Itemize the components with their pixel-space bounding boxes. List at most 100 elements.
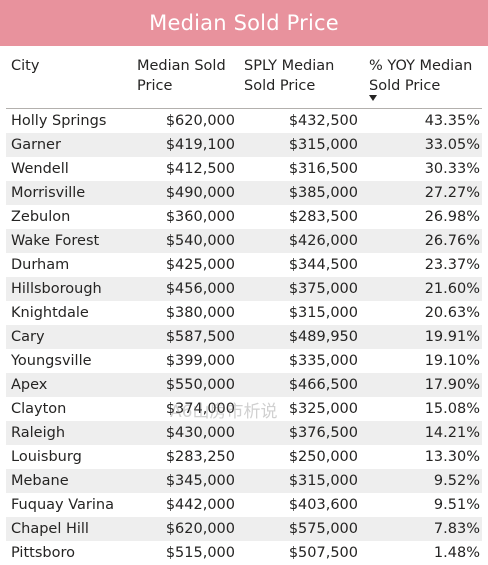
median-sold-price-cell: $360,000 — [165, 209, 235, 225]
yoy-median-sold-price-cell: 15.08% — [424, 401, 480, 417]
sply-median-sold-price-cell: $316,500 — [288, 161, 358, 177]
median-sold-price-cell: $456,000 — [165, 281, 235, 297]
table-row[interactable]: Clayton $374,000 $325,000 15.08% — [6, 397, 482, 421]
table-row[interactable]: Mebane $345,000 $315,000 9.52% — [6, 469, 482, 493]
table-row[interactable]: Fuquay Varina $442,000 $403,600 9.51% — [6, 493, 482, 517]
yoy-median-sold-price-cell: 26.98% — [424, 209, 480, 225]
table-row[interactable]: Louisburg $283,250 $250,000 13.30% — [6, 445, 482, 469]
yoy-median-sold-price-cell: 9.51% — [433, 497, 480, 513]
sply-median-sold-price-cell: $432,500 — [288, 113, 358, 129]
median-sold-price-cell: $620,000 — [165, 521, 235, 537]
median-sold-price-cell: $540,000 — [165, 233, 235, 249]
city-cell: Clayton — [11, 401, 67, 417]
yoy-median-sold-price-cell: 23.37% — [424, 257, 480, 273]
median-sold-price-cell: $419,100 — [165, 137, 235, 153]
table-row[interactable]: Wake Forest $540,000 $426,000 26.76% — [6, 229, 482, 253]
table-row[interactable]: Durham $425,000 $344,500 23.37% — [6, 253, 482, 277]
median-sold-price-cell: $587,500 — [165, 329, 235, 345]
sply-median-sold-price-cell: $344,500 — [288, 257, 358, 273]
table-row[interactable]: Holly Springs $620,000 $432,500 43.35% — [6, 109, 482, 133]
city-cell: Louisburg — [11, 449, 82, 465]
table-row[interactable]: Hillsborough $456,000 $375,000 21.60% — [6, 277, 482, 301]
yoy-median-sold-price-cell: 7.83% — [433, 521, 480, 537]
table-row[interactable]: Youngsville $399,000 $335,000 19.10% — [6, 349, 482, 373]
sply-median-sold-price-cell: $325,000 — [288, 401, 358, 417]
city-cell: Wendell — [11, 161, 69, 177]
city-cell: Fuquay Varina — [11, 497, 114, 513]
sply-median-sold-price-cell: $315,000 — [288, 473, 358, 489]
yoy-median-sold-price-cell: 13.30% — [424, 449, 480, 465]
table-row[interactable]: Apex $550,000 $466,500 17.90% — [6, 373, 482, 397]
table-row[interactable]: Wendell $412,500 $316,500 30.33% — [6, 157, 482, 181]
city-cell: Hillsborough — [11, 281, 102, 297]
median-sold-price-cell: $490,000 — [165, 185, 235, 201]
sply-median-sold-price-cell: $250,000 — [288, 449, 358, 465]
city-cell: Knightdale — [11, 305, 89, 321]
visual-title: Median Sold Price — [149, 11, 339, 35]
median-sold-price-cell: $442,000 — [165, 497, 235, 513]
city-cell: Durham — [11, 257, 70, 273]
median-sold-price-cell: $425,000 — [165, 257, 235, 273]
sply-median-sold-price-cell: $426,000 — [288, 233, 358, 249]
yoy-median-sold-price-cell: 21.60% — [424, 281, 480, 297]
sply-median-sold-price-cell: $507,500 — [288, 545, 358, 561]
sort-descending-icon[interactable] — [369, 95, 377, 101]
table-row[interactable]: Zebulon $360,000 $283,500 26.98% — [6, 205, 482, 229]
table-row[interactable]: Cary $587,500 $489,950 19.91% — [6, 325, 482, 349]
city-cell: Holly Springs — [11, 113, 107, 129]
median-price-table: City Median Sold Price SPLY Median Sold … — [6, 50, 482, 565]
median-sold-price-cell: $374,000 — [165, 401, 235, 417]
sply-median-sold-price-cell: $489,950 — [288, 329, 358, 345]
city-cell: Apex — [11, 377, 48, 393]
sply-median-sold-price-cell: $466,500 — [288, 377, 358, 393]
sply-median-sold-price-cell: $315,000 — [288, 305, 358, 321]
table-body: Holly Springs $620,000 $432,500 43.35% Garne… — [6, 109, 482, 565]
city-cell: Mebane — [11, 473, 69, 489]
median-sold-price-cell: $345,000 — [165, 473, 235, 489]
sply-median-sold-price-cell: $403,600 — [288, 497, 358, 513]
city-cell: Youngsville — [11, 353, 92, 369]
yoy-median-sold-price-cell: 43.35% — [424, 113, 480, 129]
median-sold-price-cell: $399,000 — [165, 353, 235, 369]
column-header-city[interactable]: City — [11, 56, 131, 76]
table-header: City Median Sold Price SPLY Median Sold … — [6, 50, 482, 109]
median-sold-price-cell: $550,000 — [165, 377, 235, 393]
table-row[interactable]: Chapel Hill $620,000 $575,000 7.83% — [6, 517, 482, 541]
yoy-median-sold-price-cell: 33.05% — [424, 137, 480, 153]
city-cell: Zebulon — [11, 209, 71, 225]
table-row[interactable]: Raleigh $430,000 $376,500 14.21% — [6, 421, 482, 445]
table-row[interactable]: Pittsboro $515,000 $507,500 1.48% — [6, 541, 482, 565]
sply-median-sold-price-cell: $375,000 — [288, 281, 358, 297]
column-header-yoy-line2: Sold Price — [369, 78, 441, 94]
table-row[interactable]: Garner $419,100 $315,000 33.05% — [6, 133, 482, 157]
column-header-median-line1: Median Sold — [137, 58, 226, 74]
yoy-median-sold-price-cell: 26.76% — [424, 233, 480, 249]
yoy-median-sold-price-cell: 20.63% — [424, 305, 480, 321]
table-row[interactable]: Morrisville $490,000 $385,000 27.27% — [6, 181, 482, 205]
median-sold-price-cell: $515,000 — [165, 545, 235, 561]
sply-median-sold-price-cell: $376,500 — [288, 425, 358, 441]
table-row[interactable]: Knightdale $380,000 $315,000 20.63% — [6, 301, 482, 325]
column-header-median-line2: Price — [137, 78, 173, 94]
median-sold-price-cell: $620,000 — [165, 113, 235, 129]
median-sold-price-cell: $430,000 — [165, 425, 235, 441]
city-cell: Cary — [11, 329, 45, 345]
column-header-median-sold-price[interactable]: Median Sold Price — [137, 56, 237, 96]
sply-median-sold-price-cell: $575,000 — [288, 521, 358, 537]
median-sold-price-cell: $380,000 — [165, 305, 235, 321]
yoy-median-sold-price-cell: 19.91% — [424, 329, 480, 345]
column-header-sply-median-sold-price[interactable]: SPLY Median Sold Price — [244, 56, 369, 96]
yoy-median-sold-price-cell: 9.52% — [433, 473, 480, 489]
column-header-yoy-median-sold-price[interactable]: % YOY Median Sold Price — [369, 56, 481, 96]
visual-title-bar: Median Sold Price — [0, 0, 488, 46]
column-header-yoy-line1: % YOY Median — [369, 58, 473, 74]
yoy-median-sold-price-cell: 14.21% — [424, 425, 480, 441]
city-cell: Morrisville — [11, 185, 86, 201]
sply-median-sold-price-cell: $335,000 — [288, 353, 358, 369]
city-cell: Chapel Hill — [11, 521, 89, 537]
city-cell: Garner — [11, 137, 61, 153]
yoy-median-sold-price-cell: 30.33% — [424, 161, 480, 177]
column-header-sply-line2: Sold Price — [244, 78, 316, 94]
column-header-city-label: City — [11, 58, 40, 74]
yoy-median-sold-price-cell: 17.90% — [424, 377, 480, 393]
